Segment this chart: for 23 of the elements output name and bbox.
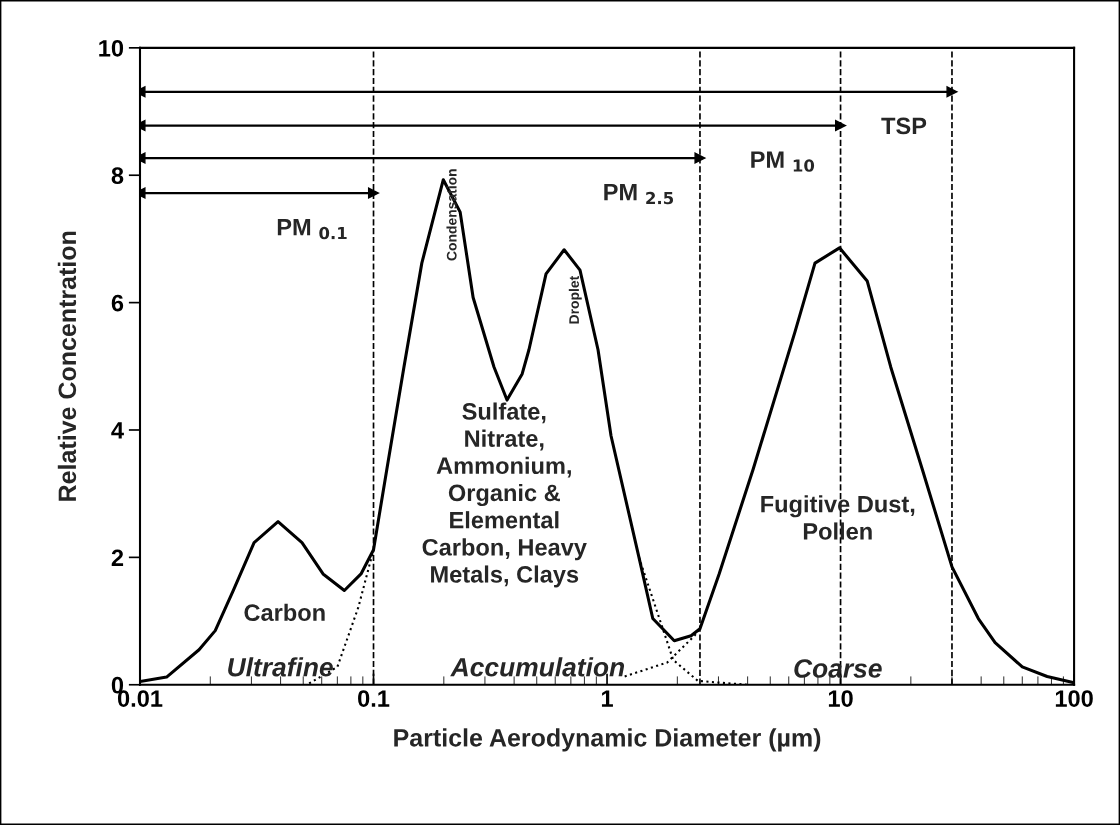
annotation: Fugitive Dust, Pollen bbox=[761, 495, 915, 540]
y-axis-title: Relative Concentration bbox=[57, 231, 77, 501]
annotation: Droplet bbox=[568, 275, 582, 324]
series-label: PM $_{2.5}$ bbox=[604, 183, 674, 205]
x-axis-title: Particle Aerodynamic Diameter (µm) bbox=[394, 728, 821, 752]
annotation: Ultrafine bbox=[228, 657, 333, 677]
y-tick-label: 4 bbox=[111, 422, 124, 439]
x-tick-label: 100 bbox=[1055, 690, 1093, 707]
x-tick-label: 10 bbox=[828, 690, 853, 707]
y-tick-label: 6 bbox=[111, 294, 124, 312]
x-tick-label: 1 bbox=[601, 690, 613, 707]
series-label: PM $_{10}$ bbox=[751, 151, 815, 172]
annotation: Condensation bbox=[446, 169, 457, 261]
annotation: Accumulation bbox=[450, 657, 625, 677]
annotation: Carbon bbox=[244, 603, 325, 622]
annotation: Coarse bbox=[794, 659, 882, 678]
y-tick-label: 2 bbox=[111, 549, 124, 566]
series-label: PM $_{0.1}$ bbox=[277, 218, 347, 240]
annotation: Sulfate, Nitrate, Ammonium, Organic & Elemental Carbon, Heavy Metals, Clays bbox=[422, 402, 587, 588]
series-label: TSP bbox=[881, 117, 927, 135]
x-tick-label: 0.1 bbox=[358, 690, 390, 707]
y-tick-label: 8 bbox=[111, 167, 124, 185]
y-tick-label: 10 bbox=[99, 39, 124, 57]
